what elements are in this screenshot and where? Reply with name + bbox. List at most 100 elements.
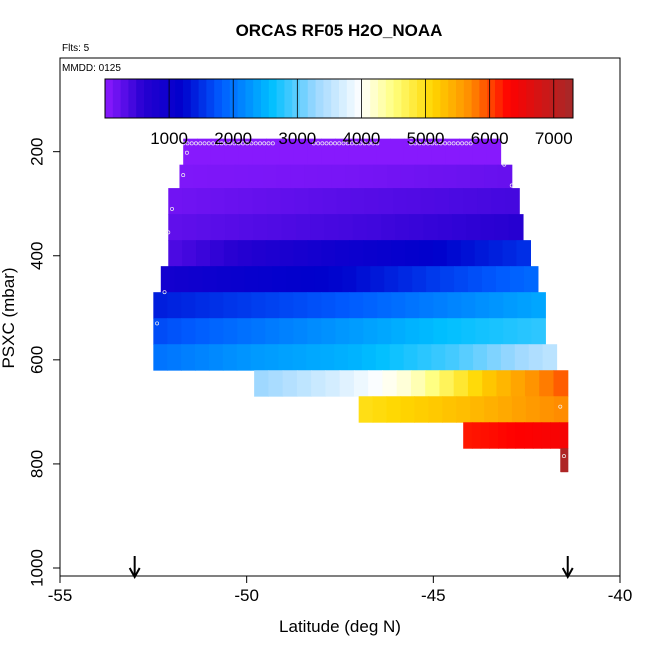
colorbar-swatch: [510, 79, 519, 118]
colorbar-tick-label: 4000: [343, 129, 381, 148]
heatmap-cell: [252, 188, 268, 215]
heatmap-cell: [417, 344, 432, 371]
flight-marker: [438, 141, 443, 146]
y-tick-label: 600: [27, 346, 46, 374]
heatmap-cell: [475, 292, 490, 319]
heatmap-cell: [564, 448, 566, 473]
heatmap-cell: [560, 448, 563, 473]
flight-marker: [468, 141, 473, 146]
heatmap-cell: [251, 292, 266, 319]
x-axis-label: Latitude (deg N): [279, 617, 401, 636]
flight-marker: [316, 141, 321, 146]
heatmap-cell: [237, 292, 252, 319]
flight-marker: [345, 141, 350, 146]
colorbar-swatch: [151, 79, 161, 118]
heatmap-cell: [384, 266, 399, 293]
heatmap-cell: [181, 292, 196, 319]
flight-marker: [502, 162, 507, 167]
heatmap-cell: [336, 188, 352, 215]
heatmap-cell: [276, 164, 291, 189]
colorbar-swatch: [541, 79, 551, 118]
colorbar-tick-label: 6000: [471, 129, 509, 148]
heatmap-cell: [339, 370, 355, 397]
colorbar-swatch: [432, 79, 441, 118]
heatmap-cell: [306, 344, 321, 371]
heatmap-cell: [498, 396, 513, 423]
colorbar: 1000 2000 3000 4000 5000 6000 7000: [104, 78, 574, 148]
flight-track-markers: [155, 141, 566, 459]
heatmap-cell: [160, 266, 176, 293]
heatmap-cell: [431, 138, 446, 166]
heatmap-cell: [372, 396, 388, 423]
heatmap-cell: [321, 318, 336, 345]
y-axis-label: PSXC (mbar): [0, 267, 18, 368]
heatmap-cell: [349, 318, 364, 345]
flight-marker: [166, 230, 171, 235]
colorbar-swatch: [245, 79, 254, 118]
heatmap-cell: [525, 396, 541, 423]
heatmap-cell: [381, 214, 396, 241]
heatmap-cell: [414, 164, 430, 189]
heatmap-cell: [293, 318, 308, 345]
heatmap-cell: [539, 396, 555, 423]
flight-marker: [258, 141, 262, 146]
heatmap-cell: [334, 344, 349, 371]
colorbar-swatch: [112, 79, 122, 118]
heatmap-cell: [167, 344, 182, 371]
heatmap-cell: [434, 188, 450, 215]
heatmap-cell: [426, 266, 441, 293]
heatmap-cell: [320, 344, 335, 371]
heatmap-cell: [237, 318, 252, 345]
flight-marker: [451, 141, 456, 146]
heatmap-cell: [382, 370, 398, 397]
colorbar-swatch: [370, 79, 379, 118]
latitude-arrow-head: [561, 567, 574, 580]
heatmap-cell: [325, 370, 341, 397]
heatmap-cell: [224, 138, 239, 166]
heatmap-cell: [487, 344, 502, 371]
heatmap-cell: [559, 422, 569, 449]
heatmap-cell: [517, 292, 532, 319]
heatmap-cell: [400, 396, 416, 423]
heatmap-cell: [428, 396, 443, 423]
colorbar-swatch: [385, 79, 395, 118]
heatmap-cell: [182, 240, 197, 267]
flight-marker: [270, 141, 275, 146]
heatmap-cell: [406, 188, 422, 215]
heatmap-cell: [366, 214, 382, 241]
colorbar-swatch: [424, 79, 434, 118]
colorbar-swatch: [393, 79, 402, 118]
heatmap-cell: [419, 318, 434, 345]
heatmap-cell: [183, 138, 198, 166]
heatmap-cell: [495, 266, 511, 293]
heatmap-cell: [474, 240, 490, 267]
colorbar-swatch: [565, 79, 574, 118]
heatmap-cell: [562, 448, 564, 473]
heatmap-cell: [449, 188, 464, 215]
heatmap-cell: [222, 344, 238, 371]
flight-marker: [228, 141, 233, 146]
heatmap-cell: [511, 396, 527, 423]
colorbar-swatch: [339, 79, 348, 118]
heatmap-cell: [331, 164, 347, 189]
heatmap-cell: [293, 138, 308, 166]
flight-marker: [562, 454, 566, 459]
heatmap-cell: [497, 164, 513, 189]
colorbar-swatch: [440, 79, 449, 118]
colorbar-swatch: [261, 79, 270, 118]
heatmap-cell: [281, 214, 297, 241]
flight-marker: [202, 141, 207, 146]
heatmap-cell: [378, 188, 394, 215]
heatmap-cell: [489, 318, 504, 345]
heatmap-cell: [244, 266, 260, 293]
heatmap-cell: [418, 240, 434, 267]
heatmap-cell: [516, 240, 531, 267]
flight-marker: [350, 141, 354, 146]
flight-marker: [455, 141, 460, 146]
heatmap-cell: [523, 266, 539, 293]
heatmap-cell: [209, 292, 224, 319]
colorbar-swatch: [354, 79, 363, 118]
colorbar-swatch: [175, 79, 184, 118]
colorbar-tick-label: 1000: [150, 129, 188, 148]
heatmap-cell: [345, 164, 361, 189]
